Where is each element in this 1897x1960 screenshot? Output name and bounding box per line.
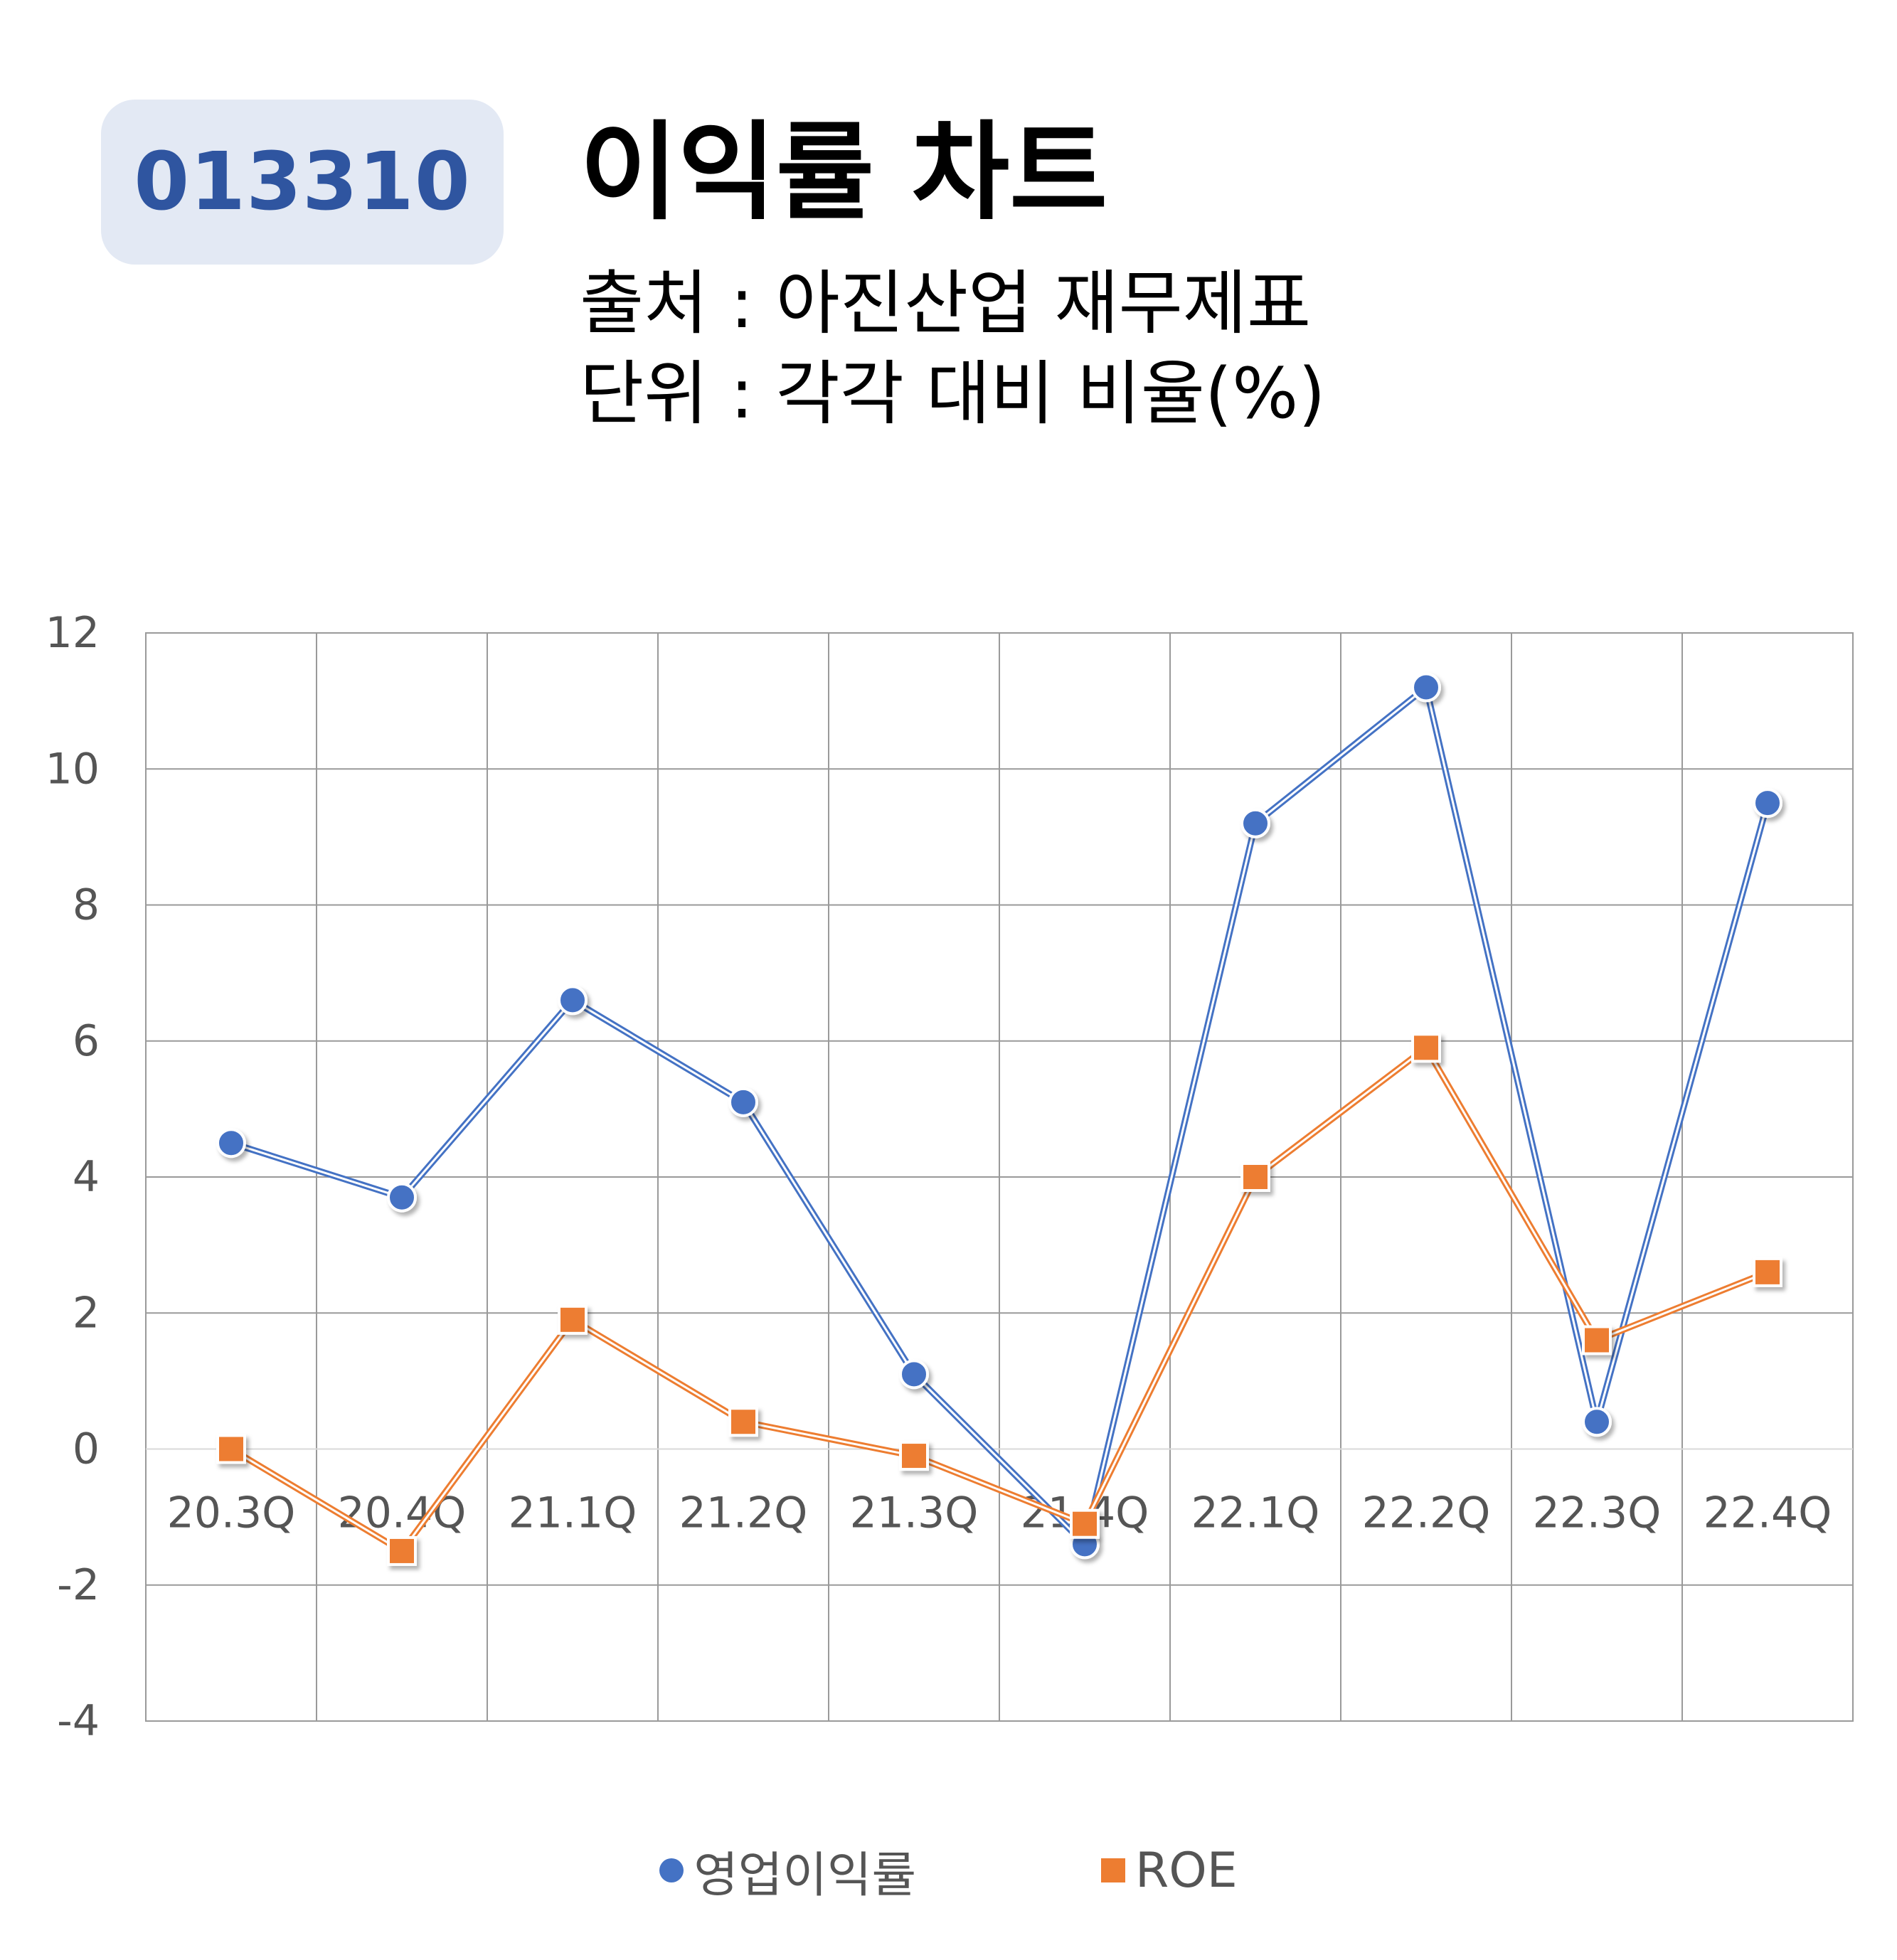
data-point-operating-margin [899,1359,929,1390]
y-axis-labels: -4 -2 0 2 4 6 8 10 12 [46,608,100,1746]
x-tick-label: 22.2Q [1362,1488,1491,1538]
unit-text: 단위 : 각각 대비 비율(%) [580,353,1326,435]
x-tick-label: 21.2Q [679,1488,808,1538]
circle-marker-icon [659,1858,684,1882]
data-point-operating-margin [216,1128,246,1159]
legend: 영업이익률 ROE [0,1835,1897,1906]
data-point-roe [387,1535,417,1566]
data-point-operating-margin [558,985,588,1016]
data-point-roe [899,1441,929,1471]
x-tick-label: 20.4Q [338,1488,467,1538]
data-point-roe [558,1304,588,1335]
x-tick-label: 22.4Q [1704,1488,1832,1538]
x-tick-label: 21.3Q [850,1488,979,1538]
series-line-inner-roe [230,1046,1768,1552]
series-layer [216,672,1782,1566]
y-tick-label: -4 [57,1696,100,1746]
data-point-operating-margin [1753,788,1782,819]
y-tick-label: 0 [73,1424,100,1474]
x-tick-label: 21.1Q [509,1488,637,1538]
ticker-code: 013310 [134,136,471,228]
data-point-operating-margin [1240,808,1270,838]
y-tick-label: 8 [73,880,100,930]
y-tick-label: 6 [73,1016,100,1066]
legend-item-roe: ROE [1101,1843,1238,1899]
x-tick-label: 22.1Q [1191,1488,1320,1538]
y-tick-label: 12 [46,608,100,658]
square-marker-icon [1101,1858,1126,1882]
y-tick-label: -2 [57,1560,100,1610]
data-point-operating-margin [387,1182,417,1213]
y-tick-label: 4 [73,1152,100,1202]
page-title: 이익률 차트 [580,111,1108,235]
source-text: 출처 : 아진산업 재무제표 [580,263,1312,344]
data-point-operating-margin [1582,1407,1612,1437]
data-point-roe [728,1407,758,1437]
data-point-operating-margin [1411,672,1441,703]
data-point-roe [216,1434,246,1464]
y-tick-label: 10 [46,744,100,794]
data-point-roe [1753,1257,1782,1287]
series-line-inner-operating-margin [230,686,1769,1545]
y-tick-label: 2 [73,1288,100,1338]
legend-item-operating-margin: 영업이익률 [659,1836,916,1906]
data-point-operating-margin [728,1087,758,1117]
x-tick-label: 22.3Q [1533,1488,1662,1538]
data-point-roe [1411,1033,1441,1063]
ticker-badge: 013310 [101,100,504,265]
data-point-roe [1070,1508,1100,1539]
legend-label-roe: ROE [1135,1842,1238,1899]
x-axis-labels: 20.3Q20.4Q21.1Q21.2Q21.3Q21.4Q22.1Q22.2Q… [167,1488,1832,1538]
x-tick-label: 20.3Q [167,1488,296,1538]
data-point-roe [1240,1162,1270,1192]
data-point-roe [1582,1325,1612,1356]
legend-label-operating-margin: 영업이익률 [694,1847,917,1904]
